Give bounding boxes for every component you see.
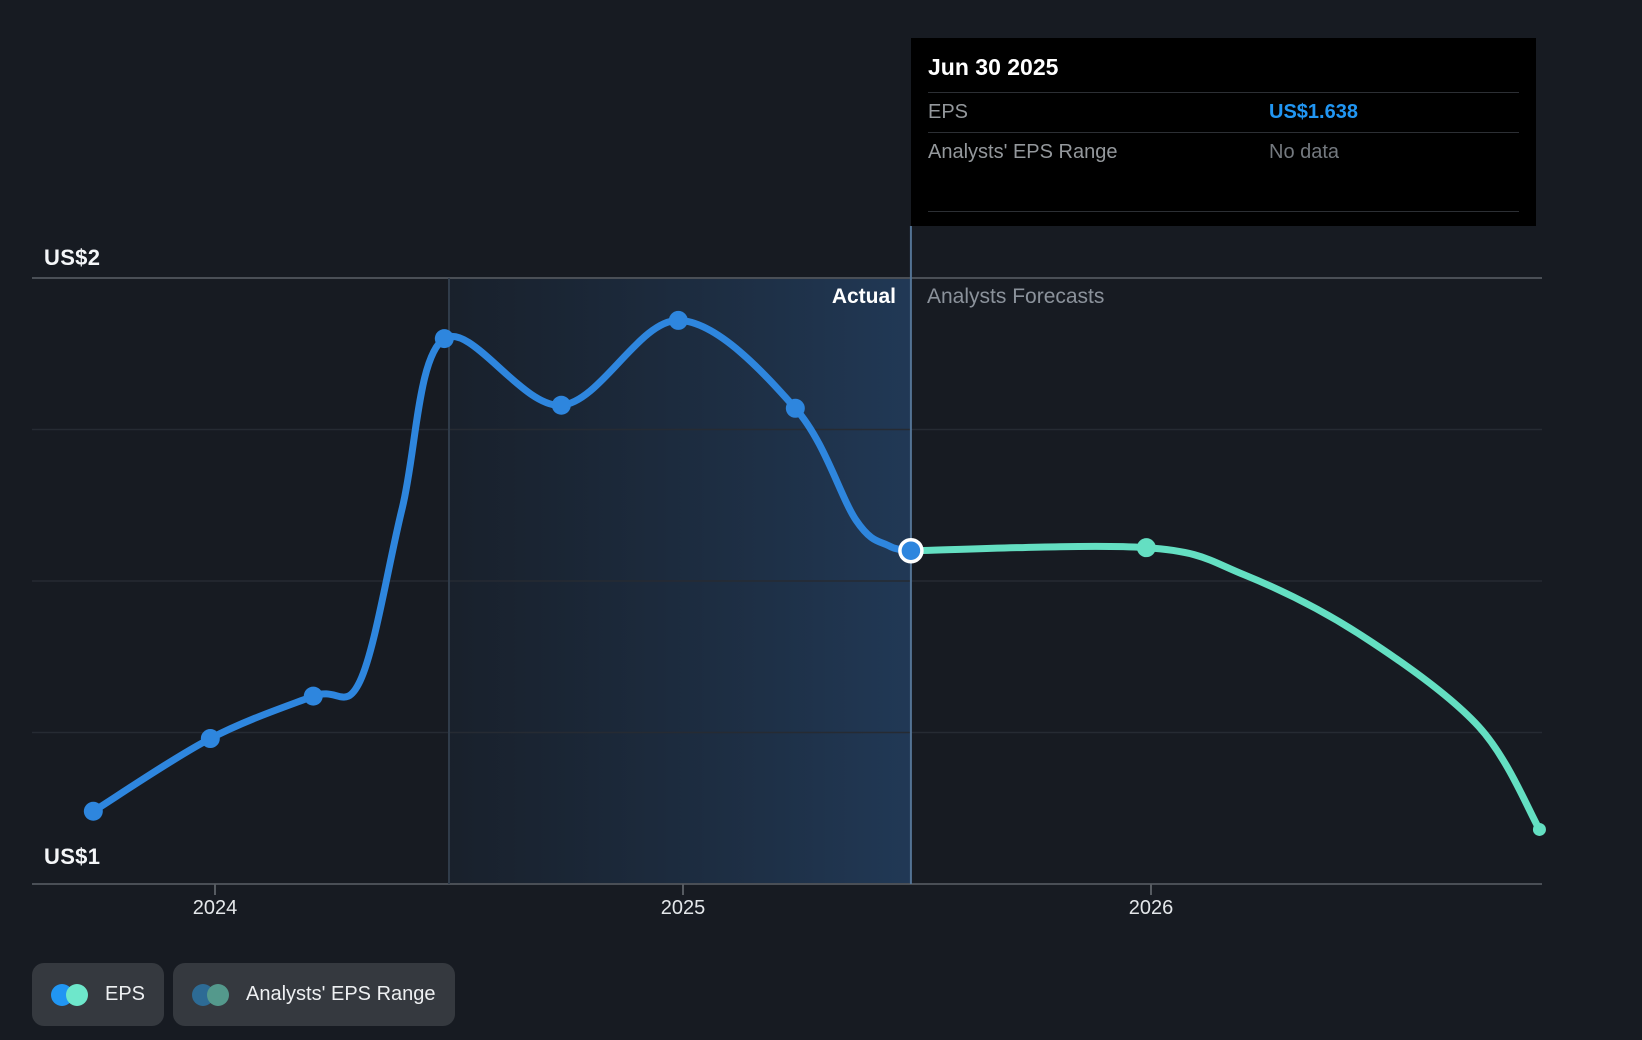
actual-zone-label: Actual [831, 285, 896, 308]
data-point[interactable] [200, 729, 220, 749]
tooltip-divider [928, 92, 1519, 93]
legend-item-eps[interactable]: EPS [32, 963, 165, 1026]
range-series-dots-icon [192, 983, 230, 1006]
legend-dot-icon [66, 983, 88, 1006]
y-axis-label-us1: US$1 [44, 844, 101, 869]
tooltip-row-eps: EPS US$1.638 [928, 93, 1519, 132]
tooltip-value-eps: US$1.638 [1269, 101, 1358, 123]
data-point[interactable] [1532, 822, 1546, 836]
legend-item-analysts-eps-range[interactable]: Analysts' EPS Range [173, 963, 455, 1026]
eps-series-dots-icon [51, 983, 88, 1006]
legend-item-label: Analysts' EPS Range [246, 983, 436, 1005]
data-point[interactable] [551, 395, 571, 415]
x-tick-label-2026: 2026 [1128, 897, 1174, 919]
legend-dot-icon [207, 983, 230, 1006]
y-axis-label-us2: US$2 [44, 245, 101, 270]
tooltip-value-eps-range: No data [1269, 141, 1340, 163]
data-point[interactable] [303, 686, 323, 706]
hover-tooltip: Jun 30 2025 EPS US$1.638 Analysts' EPS R… [911, 38, 1536, 226]
data-point[interactable] [785, 398, 805, 418]
tooltip-row-eps-range: Analysts' EPS Range No data [928, 133, 1519, 172]
data-point[interactable] [668, 310, 688, 330]
tooltip-divider [928, 132, 1519, 133]
x-tick-label-2025: 2025 [660, 897, 706, 919]
tooltip-label-eps: EPS [928, 101, 969, 123]
eps-line-forecast [907, 542, 1543, 833]
tooltip-divider [928, 211, 1519, 212]
data-point[interactable] [1136, 538, 1156, 558]
legend: EPS Analysts' EPS Range [32, 963, 455, 1026]
tooltip-label-eps-range: Analysts' EPS Range [928, 141, 1118, 163]
data-point[interactable] [83, 801, 103, 821]
legend-item-label: EPS [105, 983, 146, 1005]
x-tick-label-2024: 2024 [192, 897, 238, 919]
tooltip-date: Jun 30 2025 [928, 54, 1059, 80]
forecast-zone-label: Analysts Forecasts [927, 285, 1105, 308]
data-point[interactable] [434, 329, 454, 349]
selected-data-point[interactable] [898, 537, 924, 564]
